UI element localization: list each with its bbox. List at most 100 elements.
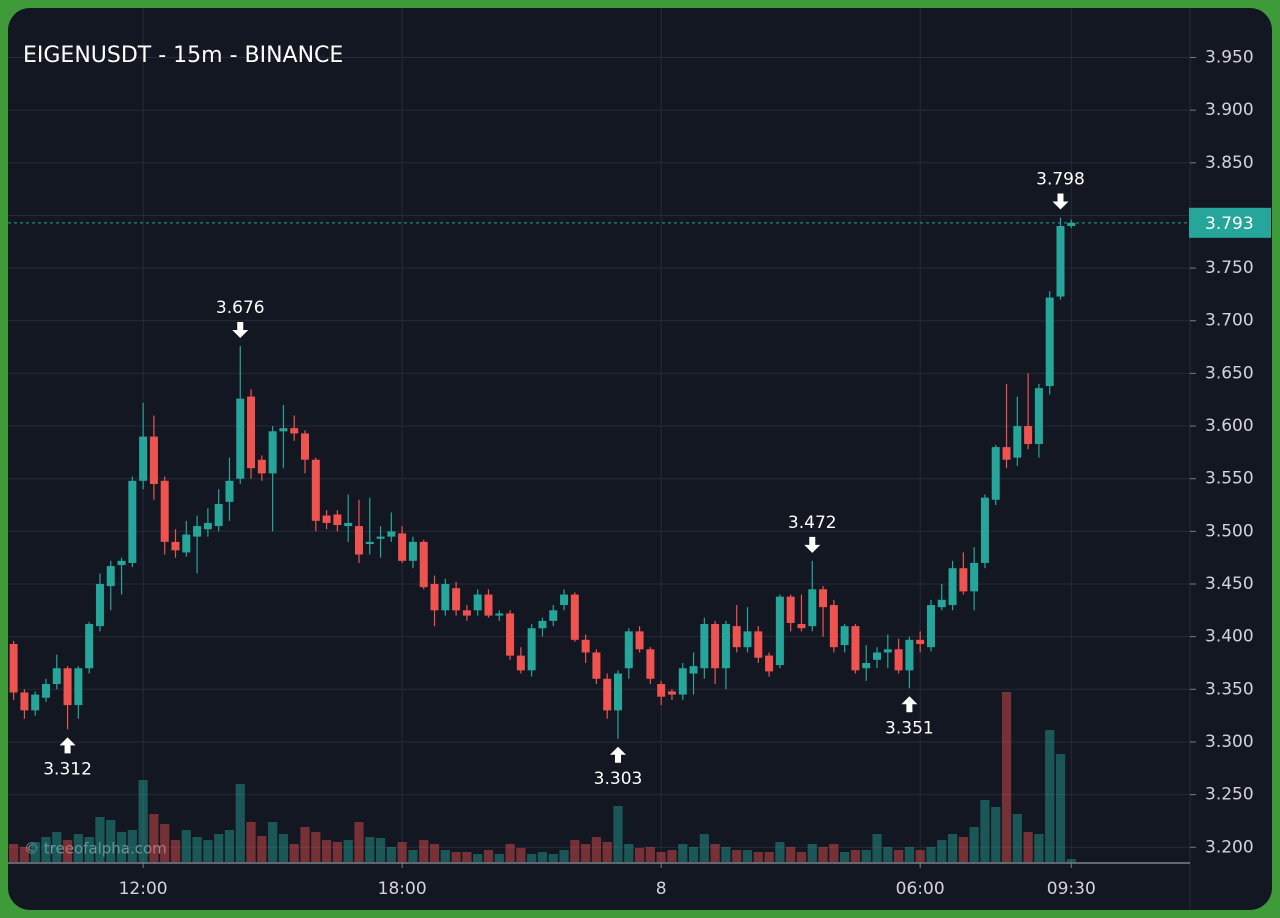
candle-body	[829, 605, 838, 648]
candle-body	[193, 526, 202, 537]
candle-body	[462, 610, 471, 616]
volume-bar	[138, 780, 148, 862]
x-tick-label: 06:00	[896, 879, 945, 899]
volume-bar	[73, 834, 83, 862]
volume-bar	[786, 847, 796, 862]
volume-bar	[980, 800, 990, 862]
candle-body	[581, 639, 590, 653]
candle-body	[980, 497, 989, 563]
volume-bar	[408, 850, 418, 862]
annotation-arrow	[1052, 193, 1069, 210]
candle-body	[959, 568, 968, 592]
candle-body	[883, 649, 892, 653]
volume-bar	[192, 837, 202, 862]
volume-bar	[106, 820, 116, 862]
volume-bar	[52, 832, 62, 862]
candle-body	[775, 596, 784, 666]
annotation-label: 3.303	[594, 769, 643, 789]
volume-bar	[9, 844, 19, 862]
annotation-label: 3.798	[1036, 170, 1085, 190]
candle-body	[635, 631, 644, 650]
watermark: © treeofalpha.com	[24, 840, 167, 858]
candle-body	[894, 649, 903, 671]
volume-bar	[375, 838, 386, 862]
volume-bar	[527, 854, 537, 862]
panel	[8, 8, 1272, 910]
candle-body	[452, 588, 461, 611]
y-tick-label: 3.400	[1205, 627, 1254, 647]
candle-body	[657, 684, 666, 697]
volume-bar	[947, 834, 958, 862]
volume-bar	[41, 837, 51, 862]
candle-body	[128, 480, 137, 563]
candle-body	[819, 589, 828, 608]
candle-body	[970, 562, 979, 592]
candle-body	[754, 631, 763, 658]
candle-body	[527, 628, 536, 671]
volume-bar	[613, 806, 623, 862]
candle-body	[171, 541, 180, 551]
candle-body	[387, 531, 396, 537]
candle-body	[398, 533, 407, 561]
candle-body	[926, 605, 935, 648]
y-tick-label: 3.750	[1205, 258, 1254, 278]
volume-bar	[1045, 730, 1055, 862]
candle-body	[52, 668, 61, 685]
candle-body	[786, 596, 795, 623]
volume-bar	[505, 844, 515, 862]
volume-bar	[807, 844, 817, 862]
candle-body	[279, 428, 288, 432]
candle-body	[408, 541, 417, 561]
candle-body	[441, 584, 450, 611]
volume-bar	[214, 834, 224, 862]
candle-body	[484, 594, 493, 616]
annotation-label: 3.676	[216, 298, 265, 318]
candle-body	[516, 655, 525, 671]
volume-bar	[602, 842, 612, 862]
candle-body	[419, 541, 428, 588]
volume-bar	[440, 850, 450, 862]
volume-bar	[764, 852, 774, 862]
candle-body	[560, 594, 569, 606]
volume-bar	[958, 837, 968, 862]
y-tick-label: 3.350	[1205, 679, 1254, 699]
volume-bar	[343, 840, 353, 862]
volume-bar	[1055, 754, 1066, 862]
candle-body	[117, 560, 126, 566]
annotation-label: 3.472	[788, 513, 837, 533]
candle-body	[301, 433, 310, 460]
candle-body	[808, 589, 817, 627]
candle-body	[991, 447, 1000, 500]
candle-body	[613, 673, 622, 711]
y-tick-label: 3.950	[1205, 47, 1254, 67]
volume-bar	[548, 854, 558, 862]
candle-body	[1045, 297, 1054, 387]
volume-bar	[365, 837, 375, 862]
y-tick-label: 3.200	[1205, 837, 1254, 857]
annotation-arrow	[232, 322, 249, 339]
candle-body	[203, 522, 212, 530]
volume-bar	[451, 852, 461, 862]
candle-body	[430, 584, 439, 611]
candle-body	[354, 526, 363, 555]
y-tick-label: 3.600	[1205, 416, 1254, 436]
x-tick-label: 8	[656, 879, 667, 899]
volume-bar	[678, 844, 688, 862]
volume-bar	[19, 847, 30, 862]
volume-bar	[775, 842, 785, 862]
candle-body	[225, 480, 234, 502]
volume-bar	[721, 847, 731, 862]
volume-bar	[732, 850, 742, 862]
volume-bar	[667, 850, 677, 862]
candle-body	[365, 541, 374, 544]
volume-bar	[95, 817, 105, 862]
candle-body	[41, 684, 50, 698]
candle-body	[667, 691, 676, 695]
candle-body	[765, 655, 774, 672]
volume-bar	[268, 822, 278, 862]
volume-bar	[483, 850, 494, 862]
candle-body	[506, 613, 515, 656]
annotation-arrow	[609, 746, 626, 763]
